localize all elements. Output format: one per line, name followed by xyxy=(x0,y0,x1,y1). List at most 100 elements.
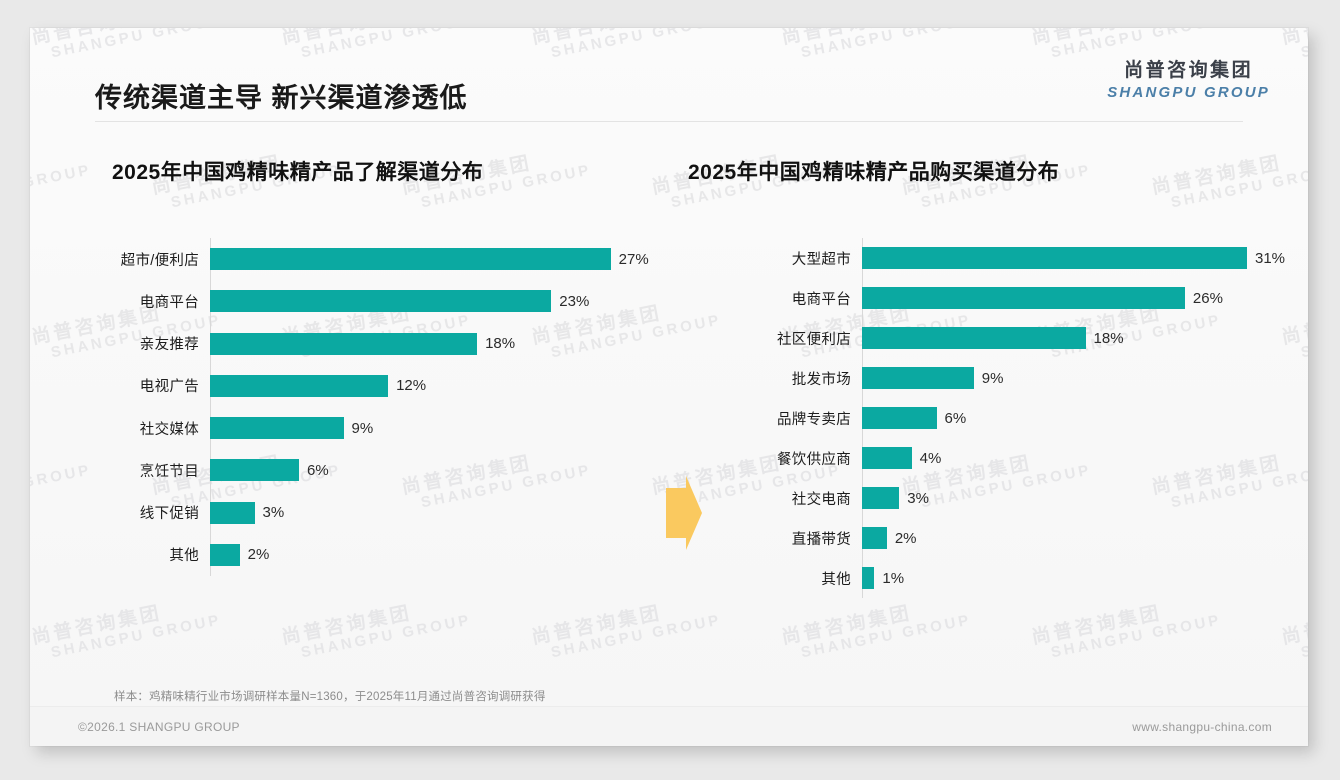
brand-logo: 尚普咨询集团 SHANGPU GROUP xyxy=(1107,60,1270,103)
bar-category-label: 电商平台 xyxy=(139,294,199,311)
chart-bar-row: 批发市场 9% xyxy=(682,358,1282,398)
bar-track: 2% xyxy=(210,543,650,566)
slide-header: 传统渠道主导 新兴渠道渗透低 尚普咨询集团 SHANGPU GROUP xyxy=(30,28,1308,122)
bar-track: 9% xyxy=(862,367,1282,389)
copyright-text: ©2026.1 SHANGPU GROUP xyxy=(78,720,240,734)
bar-track: 6% xyxy=(210,459,650,482)
bar-value-label: 6% xyxy=(944,409,967,427)
bar-category-label: 社交电商 xyxy=(791,491,851,508)
bar-category-label: 烹饪节目 xyxy=(139,463,199,480)
bar-value-label: 2% xyxy=(894,529,917,547)
bar xyxy=(862,407,937,429)
bar-value-label: 26% xyxy=(1192,289,1223,307)
chart-bar-row: 其他 1% xyxy=(682,558,1282,598)
bar-value-label: 4% xyxy=(919,449,942,467)
bar-track: 18% xyxy=(210,332,650,355)
bar xyxy=(862,367,974,389)
bar xyxy=(862,487,900,509)
bar-track: 31% xyxy=(862,247,1285,269)
bar-track: 23% xyxy=(210,290,650,313)
bar xyxy=(862,327,1086,349)
bar-value-label: 3% xyxy=(907,489,929,507)
bar xyxy=(210,543,240,566)
chart-bar-row: 品牌专卖店 6% xyxy=(682,398,1282,438)
bar xyxy=(862,527,887,549)
brand-logo-cn: 尚普咨询集团 xyxy=(1124,60,1254,81)
bar xyxy=(210,332,478,355)
bar xyxy=(862,447,912,469)
chart-bar-row: 超市/便利店 27% xyxy=(50,238,650,280)
bar-category-label: 电商平台 xyxy=(791,291,851,308)
bar-category-label: 大型超市 xyxy=(791,251,851,268)
bar xyxy=(862,287,1185,309)
bar-category-label: 餐饮供应商 xyxy=(777,451,851,468)
bar-value-label: 9% xyxy=(981,369,1004,387)
sample-note: 样本：鸡精味精行业市场调研样本量N=1360，于2025年11月通过尚普咨询调研… xyxy=(114,691,546,703)
bar-value-label: 23% xyxy=(559,292,590,310)
bar-category-label: 超市/便利店 xyxy=(120,252,199,269)
page-title: 传统渠道主导 新兴渠道渗透低 xyxy=(95,83,468,113)
bar xyxy=(862,247,1247,269)
bar-track: 2% xyxy=(862,527,1282,549)
chart-title-left: 2025年中国鸡精味精产品了解渠道分布 xyxy=(112,161,484,184)
bar-category-label: 其他 xyxy=(821,571,851,588)
bar-category-label: 亲友推荐 xyxy=(139,337,199,354)
bar-category-label: 电视广告 xyxy=(139,379,199,396)
bar-value-label: 6% xyxy=(307,461,329,479)
bar xyxy=(210,374,389,397)
bar xyxy=(210,248,611,271)
bar-value-label: 31% xyxy=(1255,249,1286,267)
bar-category-label: 品牌专卖店 xyxy=(777,411,851,428)
chart-bar-row: 电视广告 12% xyxy=(50,365,650,407)
chart-bar-row: 亲友推荐 18% xyxy=(50,323,650,365)
bar-track: 12% xyxy=(210,374,650,397)
chart-bar-row: 线下促销 3% xyxy=(50,492,650,534)
chart-bar-row: 电商平台 26% xyxy=(682,278,1282,318)
bar-value-label: 2% xyxy=(247,546,270,564)
footer-divider xyxy=(30,706,1308,707)
chart-title-right: 2025年中国鸡精味精产品购买渠道分布 xyxy=(688,161,1060,184)
chart-bar-row: 社交媒体 9% xyxy=(50,407,650,449)
chart-panel-right: 2025年中国鸡精味精产品购买渠道分布 大型超市 31% 电商平台 26% 社区便利店 1… xyxy=(670,128,1308,673)
chart-bar-row: 社交电商 3% xyxy=(682,478,1282,518)
bar-category-label: 批发市场 xyxy=(791,371,851,388)
bar-value-label: 27% xyxy=(618,250,649,268)
bar xyxy=(210,501,255,524)
bar-value-label: 12% xyxy=(396,377,427,395)
brand-logo-en: SHANGPU GROUP xyxy=(1107,83,1270,101)
chart-axis-line xyxy=(210,238,211,576)
bar-track: 4% xyxy=(862,447,1282,469)
bar-track: 9% xyxy=(210,417,650,440)
bar-category-label: 社交媒体 xyxy=(139,421,199,438)
chart-bar-row: 烹饪节目 6% xyxy=(50,449,650,491)
bar-category-label: 其他 xyxy=(169,548,199,565)
bar-track: 18% xyxy=(862,327,1282,349)
chart-bar-row: 大型超市 31% xyxy=(682,238,1285,278)
bar xyxy=(210,459,300,482)
chart-bar-row: 社区便利店 18% xyxy=(682,318,1282,358)
chart-bar-row: 直播带货 2% xyxy=(682,518,1282,558)
header-divider xyxy=(95,121,1243,122)
bar-track: 26% xyxy=(862,287,1282,309)
bar-chart-right: 大型超市 31% 电商平台 26% 社区便利店 18% 批发市场 9% 品牌专卖店 6% 餐饮供应商… xyxy=(682,238,1285,598)
bar xyxy=(862,567,875,589)
bar xyxy=(210,290,552,313)
bar-track: 6% xyxy=(862,407,1282,429)
bar-track: 3% xyxy=(862,487,1282,509)
right-arrow-icon xyxy=(666,476,702,550)
bar-value-label: 9% xyxy=(351,419,374,437)
bar-category-label: 线下促销 xyxy=(139,506,199,523)
bar-category-label: 社区便利店 xyxy=(777,331,851,348)
bar-value-label: 1% xyxy=(882,569,905,587)
bar-track: 27% xyxy=(210,248,650,271)
bar xyxy=(210,417,344,440)
bar-value-label: 18% xyxy=(1093,329,1124,347)
bar-category-label: 直播带货 xyxy=(791,531,851,548)
chart-bar-row: 电商平台 23% xyxy=(50,280,650,322)
bar-chart-left: 超市/便利店 27% 电商平台 23% 亲友推荐 18% 电视广告 12% 社交媒体 9% 烹饪节目… xyxy=(50,238,650,576)
bar-value-label: 3% xyxy=(262,504,285,522)
bar-track: 3% xyxy=(210,501,650,524)
chart-panel-left: 2025年中国鸡精味精产品了解渠道分布 超市/便利店 27% 电商平台 23% 亲友推荐… xyxy=(30,128,670,673)
